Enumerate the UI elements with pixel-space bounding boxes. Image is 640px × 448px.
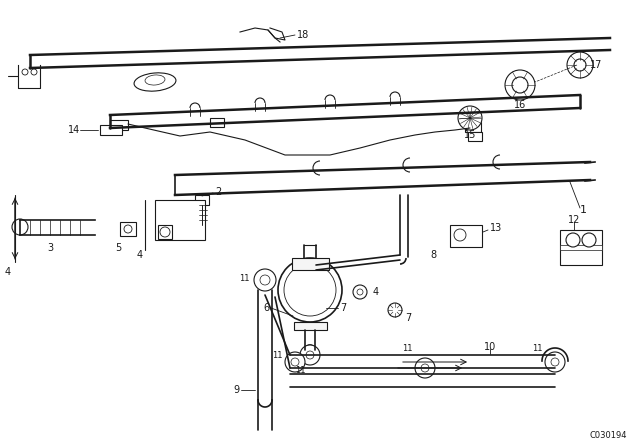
- Circle shape: [458, 106, 482, 130]
- Circle shape: [567, 52, 593, 78]
- Circle shape: [357, 289, 363, 295]
- Bar: [158, 225, 172, 239]
- Bar: [294, 322, 327, 330]
- Circle shape: [512, 77, 528, 93]
- Bar: [210, 118, 224, 127]
- Circle shape: [574, 59, 586, 71]
- Text: 11: 11: [239, 273, 250, 283]
- Bar: [100, 125, 122, 135]
- Bar: [110, 120, 128, 130]
- Text: 11: 11: [273, 350, 283, 359]
- Text: 4: 4: [373, 287, 379, 297]
- Text: 11: 11: [295, 366, 305, 375]
- Circle shape: [300, 345, 320, 365]
- Ellipse shape: [134, 73, 176, 91]
- Circle shape: [160, 227, 170, 237]
- Circle shape: [285, 352, 305, 372]
- Text: 13: 13: [490, 223, 502, 233]
- Text: 16: 16: [514, 100, 526, 110]
- Bar: [560, 245, 602, 250]
- Text: 6: 6: [264, 303, 270, 313]
- Text: 7: 7: [405, 313, 412, 323]
- Circle shape: [551, 358, 559, 366]
- Circle shape: [22, 69, 28, 75]
- Text: 12: 12: [568, 215, 580, 225]
- Bar: [450, 225, 482, 247]
- Circle shape: [284, 264, 336, 316]
- Bar: [195, 195, 209, 205]
- Bar: [468, 132, 482, 141]
- Circle shape: [260, 275, 270, 285]
- Text: 4: 4: [137, 250, 143, 260]
- Text: 11: 11: [532, 344, 543, 353]
- Bar: [155, 200, 205, 240]
- Bar: [560, 230, 602, 265]
- Circle shape: [454, 229, 466, 241]
- Bar: [465, 122, 481, 132]
- Text: 17: 17: [590, 60, 602, 70]
- Circle shape: [505, 70, 535, 100]
- Circle shape: [291, 358, 299, 366]
- Text: 1: 1: [580, 205, 587, 215]
- Circle shape: [566, 233, 580, 247]
- Circle shape: [545, 352, 565, 372]
- Text: 2: 2: [215, 187, 221, 197]
- Text: C030194: C030194: [590, 431, 627, 439]
- Circle shape: [388, 303, 402, 317]
- Circle shape: [254, 269, 276, 291]
- Text: 5: 5: [115, 243, 121, 253]
- Circle shape: [278, 258, 342, 322]
- Circle shape: [582, 233, 596, 247]
- Circle shape: [12, 219, 28, 235]
- Text: 15: 15: [464, 130, 476, 140]
- Text: 11: 11: [403, 344, 413, 353]
- Text: 9: 9: [234, 385, 240, 395]
- Text: 18: 18: [297, 30, 309, 40]
- Text: 3: 3: [47, 243, 53, 253]
- Circle shape: [415, 358, 435, 378]
- Circle shape: [306, 351, 314, 359]
- Text: 8: 8: [430, 250, 436, 260]
- Circle shape: [31, 69, 37, 75]
- Text: 7: 7: [340, 303, 346, 313]
- Circle shape: [353, 285, 367, 299]
- Bar: [120, 222, 136, 236]
- Circle shape: [124, 225, 132, 233]
- Text: 10: 10: [484, 342, 496, 352]
- Circle shape: [421, 364, 429, 372]
- Text: 14: 14: [68, 125, 80, 135]
- Bar: [292, 258, 329, 270]
- Ellipse shape: [145, 75, 165, 85]
- Text: 4: 4: [5, 267, 11, 277]
